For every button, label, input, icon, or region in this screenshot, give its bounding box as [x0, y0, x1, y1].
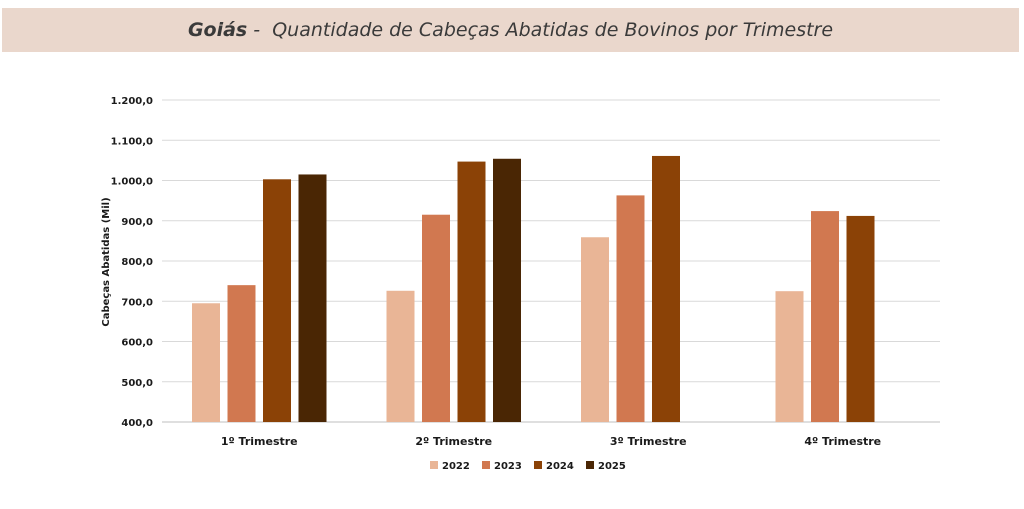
bar-2024-2	[457, 161, 486, 422]
legend-label-2024: 2024	[546, 461, 574, 472]
y-tick-label: 400,0	[121, 418, 153, 429]
x-axis-categories: 1º Trimestre 2º Trimestre 3º Trimestre 4º T…	[221, 435, 881, 448]
bar-2024-4	[846, 215, 875, 422]
legend-swatch-2023	[482, 461, 490, 469]
y-tick-label: 500,0	[121, 378, 153, 389]
bars	[192, 155, 875, 422]
bar-2022-2	[386, 290, 415, 422]
bar-2023-3	[616, 195, 645, 422]
bar-2022-1	[192, 303, 220, 422]
bar-2024-1	[263, 179, 291, 422]
y-axis-ticks: 400,0 500,0 600,0 700,0 800,0 900,0 1.000,0 1.1…	[111, 96, 153, 429]
x-category-label: 3º Trimestre	[610, 435, 687, 448]
y-tick-label: 600,0	[121, 338, 153, 349]
x-category-label: 1º Trimestre	[221, 435, 298, 448]
bar-2023-4	[811, 211, 839, 422]
y-tick-label: 1.000,0	[111, 177, 153, 188]
bar-2022-3	[581, 237, 609, 422]
x-category-label: 2º Trimestre	[415, 435, 492, 448]
title-banner: Goiás - Quantidade de Cabeças Abatidas d…	[2, 8, 1019, 52]
legend-swatch-2024	[534, 461, 542, 469]
y-tick-label: 1.100,0	[111, 136, 153, 147]
x-category-label: 4º Trimestre	[804, 435, 881, 448]
legend-swatch-2022	[430, 461, 438, 469]
legend-swatch-2025	[586, 461, 594, 469]
bar-2022-4	[775, 291, 804, 422]
title-text: Quantidade de Cabeças Abatidas de Bovino…	[272, 19, 834, 41]
bar-2024-3	[652, 155, 680, 422]
y-tick-label: 900,0	[121, 217, 153, 228]
legend-label-2025: 2025	[598, 461, 626, 472]
bar-2025-1	[298, 174, 327, 422]
y-tick-label: 1.200,0	[111, 96, 153, 107]
legend-label-2023: 2023	[494, 461, 522, 472]
gridlines	[162, 99, 940, 423]
y-tick-label: 700,0	[121, 297, 153, 308]
title-separator: -	[247, 19, 273, 41]
legend: 2022 2023 2024 2025	[430, 461, 626, 472]
page-title: Goiás - Quantidade de Cabeças Abatidas d…	[188, 19, 833, 41]
legend-label-2022: 2022	[442, 461, 470, 472]
bar-2023-2	[422, 214, 450, 422]
bar-2023-1	[227, 285, 256, 422]
y-tick-label: 800,0	[121, 257, 153, 268]
title-state: Goiás	[187, 19, 248, 41]
bar-2025-2	[493, 158, 521, 422]
y-axis-title: Cabeças Abatidas (Mil)	[101, 197, 112, 326]
